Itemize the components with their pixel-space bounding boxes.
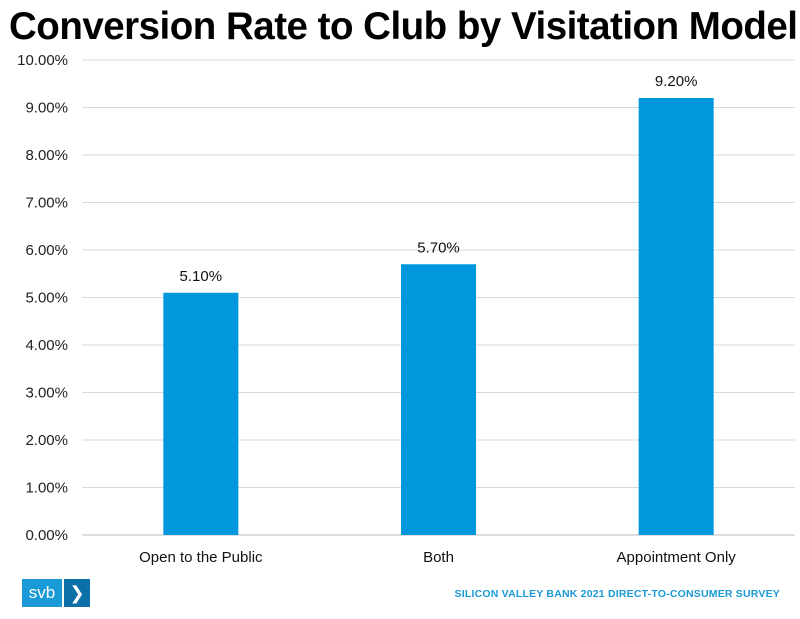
logo-wordmark: svb xyxy=(22,579,62,607)
y-tick-label: 8.00% xyxy=(25,147,68,164)
bar xyxy=(638,98,714,535)
data-label: 5.70% xyxy=(417,239,460,256)
data-label: 9.20% xyxy=(655,73,698,90)
x-tick-label: Open to the Public xyxy=(139,549,263,566)
chevron-right-icon: ❯ xyxy=(64,579,90,607)
x-tick-label: Both xyxy=(423,549,454,566)
y-tick-label: 3.00% xyxy=(25,385,68,402)
y-tick-label: 6.00% xyxy=(25,242,68,259)
chart-title: Conversion Rate to Club by Visitation Mo… xyxy=(9,5,798,48)
y-tick-label: 2.00% xyxy=(25,432,68,449)
bar-chart: 0.00% 1.00% 2.00% 3.00% 4.00% 5.00% 6.00% 7.00%… xyxy=(17,52,795,566)
y-tick-label: 4.00% xyxy=(25,337,68,354)
bar xyxy=(163,292,239,535)
data-label: 5.10% xyxy=(180,268,223,285)
y-tick-label: 7.00% xyxy=(25,195,68,212)
svb-logo: svb ❯ xyxy=(22,579,90,607)
x-tick-label: Appointment Only xyxy=(617,549,737,566)
bars: 5.10% 5.70% 9.20% xyxy=(163,73,714,535)
bar xyxy=(401,264,476,535)
y-tick-label: 1.00% xyxy=(25,480,68,497)
x-axis: Open to the Public Both Appointment Only xyxy=(139,549,736,566)
source-note: SILICON VALLEY BANK 2021 DIRECT-TO-CONSU… xyxy=(454,588,780,600)
y-tick-label: 5.00% xyxy=(25,290,68,307)
y-axis: 0.00% 1.00% 2.00% 3.00% 4.00% 5.00% 6.00% 7.00%… xyxy=(17,52,68,544)
y-tick-label: 9.00% xyxy=(25,100,68,117)
y-tick-label: 10.00% xyxy=(17,52,68,69)
y-tick-label: 0.00% xyxy=(25,527,68,544)
